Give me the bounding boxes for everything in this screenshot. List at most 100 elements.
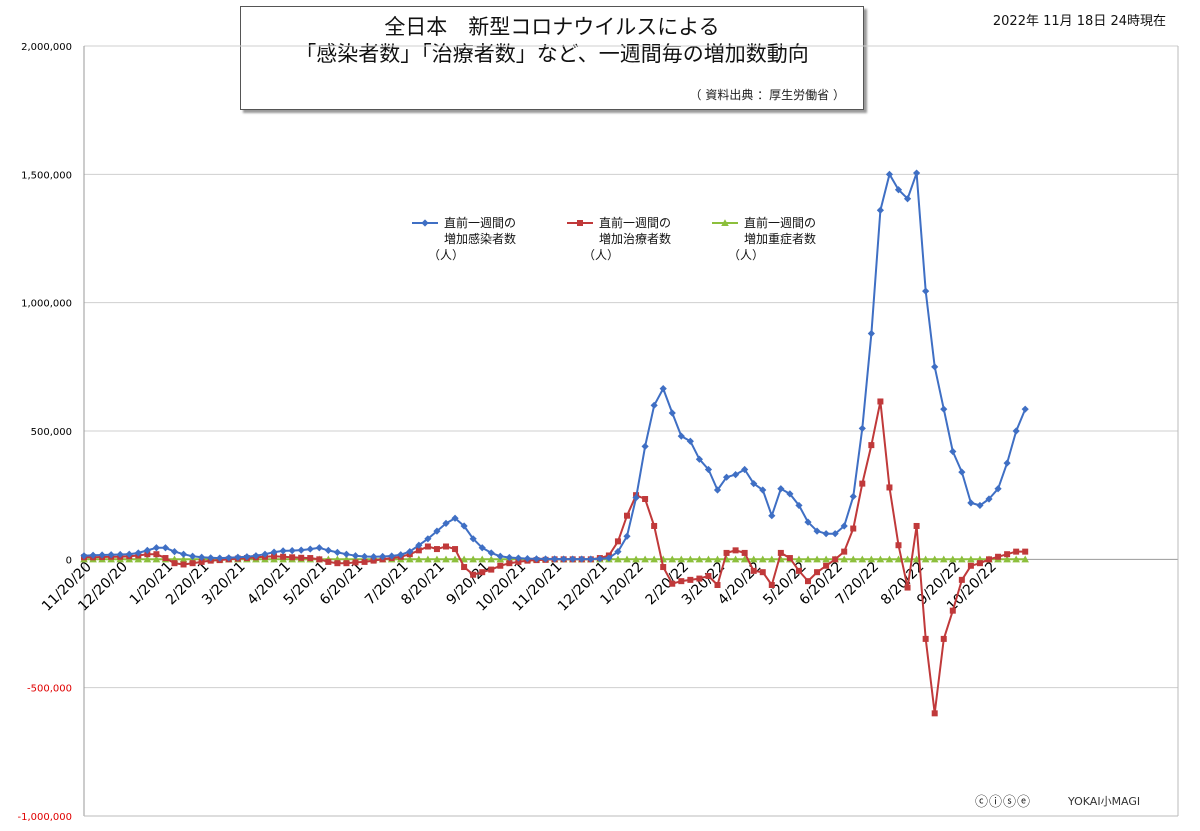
data-point	[315, 544, 323, 552]
y-tick-label: 1,500,000	[21, 170, 72, 181]
data-point	[421, 219, 429, 227]
x-tick-label: 12/20/21	[555, 559, 611, 615]
data-point	[949, 607, 956, 614]
data-point	[460, 522, 468, 530]
data-point	[125, 550, 133, 558]
data-point	[478, 555, 486, 563]
data-point	[288, 547, 296, 555]
data-point	[143, 555, 152, 563]
y-tick-label: 1,000,000	[21, 299, 72, 310]
data-point	[885, 555, 894, 563]
data-point	[505, 553, 513, 562]
data-point	[80, 552, 88, 560]
data-point	[116, 550, 124, 559]
data-point	[152, 544, 160, 552]
data-point	[153, 551, 160, 558]
data-point	[107, 551, 115, 559]
data-point	[813, 527, 821, 535]
data-point	[460, 555, 468, 563]
data-point	[994, 485, 1002, 493]
data-point	[958, 555, 966, 563]
data-point	[415, 541, 423, 549]
data-point	[161, 544, 170, 552]
data-point	[532, 555, 541, 563]
data-point	[641, 555, 649, 563]
data-point	[668, 555, 677, 563]
data-point	[596, 555, 604, 563]
y-axis: 2,000,000 1,500,000 1,000,000 500,000 0 -500,…	[17, 42, 1179, 823]
data-point	[795, 567, 802, 574]
data-point	[695, 555, 704, 563]
data-point	[659, 385, 667, 393]
data-point	[876, 555, 885, 563]
data-point	[270, 548, 278, 556]
data-source-note: （ 資料出典 ：厚生労働省 ）	[689, 88, 845, 102]
legend-label: 増加重症者数	[744, 231, 816, 246]
data-point	[144, 551, 151, 558]
data-point	[280, 553, 287, 560]
legend-label: 増加治療者数	[599, 231, 671, 246]
data-point	[207, 554, 215, 562]
legend-label: 増加感染者数	[444, 231, 516, 246]
chart-title-line1: 全日本 新型コロナウイルスによる	[384, 15, 720, 39]
data-point	[976, 501, 984, 510]
data-point	[433, 527, 441, 535]
data-point	[496, 552, 504, 560]
data-point	[307, 555, 314, 562]
data-point	[876, 206, 884, 214]
data-point	[713, 555, 722, 563]
data-point	[931, 710, 938, 717]
data-point	[877, 398, 884, 405]
data-point	[632, 555, 640, 563]
data-point	[895, 542, 902, 549]
legend-label: 直前一週間の	[599, 215, 671, 230]
data-point	[415, 555, 423, 563]
data-point	[152, 555, 161, 563]
data-point	[234, 553, 242, 561]
data-point	[849, 492, 857, 501]
data-point	[967, 499, 975, 507]
data-point	[442, 519, 450, 527]
y-tick-label: -500,000	[27, 684, 72, 695]
data-point	[832, 556, 839, 563]
data-point	[424, 535, 432, 543]
data-point	[279, 547, 287, 555]
data-point	[497, 562, 504, 569]
as-of-date: 2022年 11月 18日 24時現在	[992, 14, 1166, 29]
data-point	[740, 555, 749, 563]
data-point	[360, 552, 369, 561]
data-point	[931, 363, 939, 371]
data-point	[361, 558, 368, 565]
data-point	[424, 555, 432, 563]
data-point	[388, 552, 396, 560]
data-point	[786, 555, 793, 562]
data-point	[506, 560, 513, 567]
data-point	[578, 555, 586, 563]
data-point	[623, 555, 631, 563]
data-point	[325, 558, 332, 565]
data-point	[1021, 555, 1029, 563]
data-point	[343, 560, 350, 567]
data-point	[487, 555, 496, 563]
data-point	[297, 546, 305, 554]
data-point	[741, 465, 749, 474]
data-point	[587, 555, 595, 563]
data-point	[614, 538, 621, 545]
data-point	[451, 555, 459, 563]
data-point	[976, 560, 983, 567]
data-point	[705, 573, 712, 580]
data-point	[225, 554, 233, 562]
data-point	[1012, 427, 1020, 435]
data-point	[523, 554, 532, 563]
data-point	[749, 555, 758, 563]
series-line	[83, 172, 1027, 561]
data-point	[143, 546, 151, 554]
data-point	[443, 543, 449, 550]
data-point	[551, 555, 559, 563]
data-point	[470, 571, 477, 578]
data-point	[858, 424, 866, 433]
data-point	[1022, 548, 1029, 555]
author-logo: YOKAI小MAGI	[1068, 795, 1141, 808]
